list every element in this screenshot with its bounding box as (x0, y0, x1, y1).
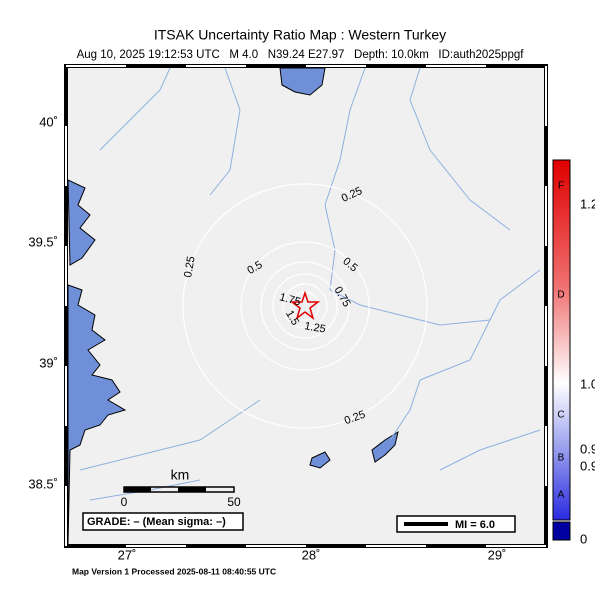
legend-box (396, 515, 516, 533)
land (68, 68, 544, 544)
colorbar-grade: C (557, 410, 564, 421)
colorbar-floor (552, 521, 571, 541)
latitude-label: 38.5˚ (28, 476, 58, 491)
rivers (79, 68, 541, 501)
scale-bar (124, 487, 151, 492)
scale-start: 0 (121, 495, 128, 509)
colorbar-label: 0 (580, 531, 587, 546)
colorbar-label: 1.2 (580, 196, 595, 211)
colorbar-label: 0.9 (580, 441, 595, 456)
grade-box (82, 512, 244, 531)
grade: GRADE: – (Mean sigma: –) (87, 516, 226, 528)
lake (279, 68, 326, 96)
sea (68, 179, 96, 266)
contour-label: 0.25 (182, 255, 198, 278)
contours (182, 183, 428, 429)
contour-label: 1.25 (303, 320, 326, 336)
colorbar-grade: F (558, 181, 564, 192)
latitude-label: 40˚ (39, 114, 58, 129)
sea (68, 284, 127, 544)
lake (309, 451, 331, 469)
map-area (68, 68, 544, 544)
longitude-label: 29˚ (488, 547, 507, 562)
frame-pattern (65, 65, 547, 547)
contour-label: 1.75 (278, 291, 302, 308)
lake (371, 430, 399, 463)
colorbar-grade: D (557, 290, 564, 301)
colorbar-grade: B (558, 453, 565, 464)
scale-bar (178, 487, 206, 492)
colorbar-grade: A (558, 490, 565, 501)
longitude-label: 27˚ (118, 547, 137, 562)
longitude-label: 28˚ (302, 547, 321, 562)
legend-label: MI = 6.0 (455, 519, 495, 531)
latitude-label: 39˚ (39, 355, 58, 370)
latitude-label: 39.5˚ (28, 234, 58, 249)
subtitle: Aug 10, 2025 19:12:53 UTC M 4.0 N39.24 E… (77, 49, 525, 61)
title: ITSAK Uncertainty Ratio Map : Western Tu… (154, 27, 446, 43)
colorbar-scale (552, 159, 571, 521)
colorbar-label: 1.0 (580, 376, 595, 391)
scale-unit: km (171, 467, 190, 483)
epicenter (289, 290, 321, 320)
footer: Map Version 1 Processed 2025-08-11 08:40… (72, 566, 276, 576)
colorbar-label: 0.9 (580, 458, 595, 473)
colorbar (552, 159, 571, 541)
scale-end: 50 (227, 495, 241, 509)
